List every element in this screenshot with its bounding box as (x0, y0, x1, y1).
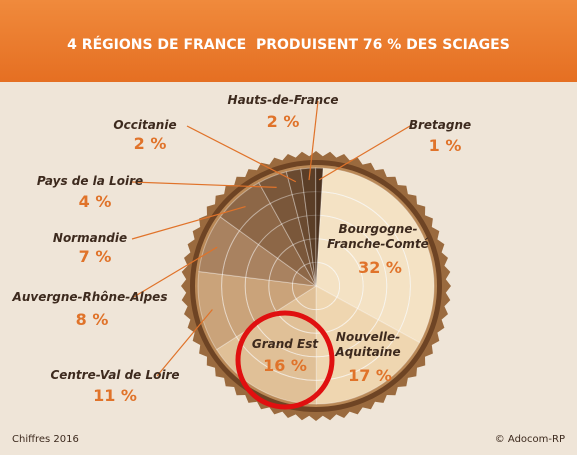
pie-slice (198, 216, 317, 287)
value-label: 8 % (75, 310, 109, 329)
growth-ring (221, 191, 411, 381)
value-label: 32 % (358, 258, 402, 277)
growth-ring (244, 214, 388, 358)
slice-label: Grand Est (251, 337, 319, 351)
value-label: 4 % (78, 192, 112, 211)
slice-label: Bretagne (408, 118, 472, 132)
leader-line (131, 205, 246, 240)
pie-slice (219, 182, 317, 287)
slice-label: Normandie (52, 231, 128, 245)
leader-line (156, 309, 213, 377)
pie-slice (315, 167, 324, 287)
pie-slice (197, 270, 318, 351)
leader-line (318, 125, 411, 181)
slice-label: Centre-Val de Loire (50, 368, 180, 382)
pie-slice (300, 167, 317, 287)
value-label: 2 % (266, 112, 300, 131)
slice-label: Bourgogne- Franche-Comté (327, 222, 429, 251)
slice-label: Occitanie (113, 118, 177, 132)
note: Chiffres 2016 (12, 434, 79, 445)
value-label: 16 % (263, 356, 307, 375)
value-label: 11 % (93, 386, 137, 405)
value-label: 1 % (428, 136, 462, 155)
pie-slice (315, 167, 435, 344)
leader-line (131, 246, 218, 299)
highlight-circle (235, 310, 335, 410)
chart-title: 4 RÉGIONS DE FRANCE PRODUISENT 76 % DES … (67, 37, 510, 53)
leader-line (308, 100, 319, 181)
leader-line (186, 125, 297, 183)
note: © Adocom-RP (494, 434, 565, 445)
value-label: 17 % (348, 366, 392, 385)
slice-label: Auvergne-Rhône-Alpes (12, 290, 168, 304)
growth-ring (268, 238, 364, 334)
slice-label: Pays de la Loire (36, 174, 144, 188)
pie-slice (285, 168, 317, 287)
value-label: 7 % (78, 247, 112, 266)
growth-ring (291, 261, 341, 311)
slice-label: Nouvelle- Aquitaine (335, 330, 401, 359)
pie-slice (315, 285, 421, 405)
banner (0, 0, 577, 82)
value-label: 2 % (133, 134, 167, 153)
slice-label: Hauts-de-France (227, 93, 339, 107)
leader-line (131, 181, 277, 188)
pie-slice (258, 171, 317, 287)
